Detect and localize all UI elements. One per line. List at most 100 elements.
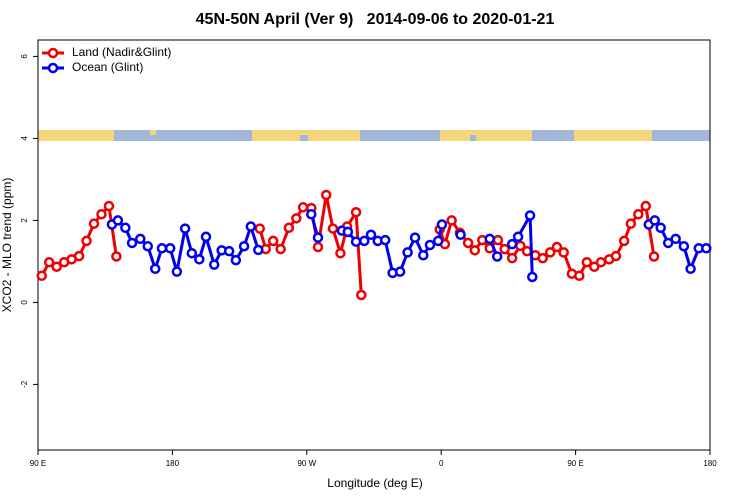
x-tick-label: 90 W (297, 459, 316, 468)
data-point (112, 215, 124, 226)
data-point (164, 243, 176, 254)
data-point (111, 251, 122, 262)
y-tick-label: 2 (20, 218, 29, 223)
data-point (171, 266, 183, 277)
x-tick-label: 90 E (567, 459, 583, 468)
data-point (51, 261, 62, 272)
data-point (230, 254, 242, 266)
data-point (186, 247, 198, 259)
legend-marker (47, 47, 59, 59)
data-point (633, 209, 644, 220)
data-point (595, 256, 607, 268)
data-point (156, 243, 168, 254)
y-tick-label: 0 (20, 300, 29, 305)
data-point (618, 235, 630, 247)
plot-frame (37, 39, 711, 451)
data-point (701, 243, 712, 254)
data-point (402, 247, 413, 258)
data-point (275, 243, 286, 255)
chart-title: 45N-50N April (Ver 9) 2014-09-06 to 2020… (196, 11, 555, 28)
data-point (685, 263, 696, 275)
y-tick-label: 4 (20, 136, 29, 141)
data-point (73, 250, 85, 262)
data-point (506, 252, 518, 264)
y-axis-label: XCO2 - MLO trend (ppm) (0, 178, 14, 313)
data-point (537, 252, 548, 264)
data-point (589, 261, 600, 272)
data-point (662, 237, 674, 249)
data-point (238, 240, 250, 252)
data-point (524, 210, 536, 221)
x-tick-label: 0 (439, 459, 444, 468)
data-point (96, 209, 107, 220)
data-point (342, 226, 354, 238)
data-point (312, 232, 324, 243)
data-point (436, 219, 448, 230)
data-point (365, 229, 377, 240)
data-point (649, 215, 660, 226)
data-point (558, 247, 569, 258)
data-point (418, 250, 429, 261)
data-point (409, 232, 421, 243)
data-point (670, 233, 681, 245)
data-point (103, 200, 115, 212)
data-point (424, 239, 436, 251)
data-point (491, 251, 503, 262)
data-point (581, 256, 593, 268)
data-point (223, 245, 235, 257)
data-point (335, 247, 346, 259)
data-point (512, 231, 524, 243)
data-point (379, 234, 391, 246)
y-tick-label: 6 (20, 54, 29, 59)
x-tick-label: 180 (166, 459, 180, 468)
data-point (356, 289, 367, 301)
data-point (359, 235, 370, 247)
data-point (283, 222, 295, 234)
data-point (574, 270, 585, 281)
data-point (297, 202, 309, 213)
data-point (320, 189, 332, 201)
data-point (88, 218, 100, 229)
data-point (455, 229, 466, 240)
data-point (446, 215, 457, 226)
data-point (135, 233, 146, 245)
data-point (610, 250, 622, 262)
legend-label: Land (Nadir&Glint) (72, 45, 171, 59)
data-point (312, 241, 324, 253)
data-point (484, 233, 495, 245)
data-point (149, 263, 161, 275)
data-point (551, 241, 563, 253)
data-point (462, 237, 474, 249)
data-point (142, 240, 154, 252)
data-point (253, 244, 264, 256)
series-line (111, 210, 707, 278)
data-point (492, 234, 504, 246)
legend-marker (47, 62, 59, 74)
legend: Land (Nadir&Glint)Ocean (Glint) (42, 45, 171, 74)
data-point (306, 209, 317, 220)
x-tick-label: 90 E (30, 459, 46, 468)
x-tick-label: 180 (703, 459, 717, 468)
data-point (327, 223, 339, 234)
y-tick-label: -2 (20, 380, 29, 388)
data-point (200, 231, 212, 243)
data-point (120, 222, 131, 234)
data-point (43, 256, 55, 268)
data-point (394, 266, 406, 277)
data-point (432, 235, 444, 247)
data-point (126, 237, 138, 249)
data-point (678, 240, 690, 252)
data-point (350, 206, 362, 218)
data-point (648, 251, 660, 262)
data-point (506, 238, 518, 250)
data-point (267, 235, 279, 247)
data-point (640, 200, 652, 212)
surface-mask (38, 130, 710, 141)
data-point (208, 259, 220, 270)
data-point (179, 223, 191, 234)
data-point (527, 271, 538, 283)
x-axis-label: Longitude (deg E) (327, 476, 422, 490)
data-point (291, 213, 302, 224)
data-point (254, 223, 266, 234)
data-point (350, 236, 362, 247)
